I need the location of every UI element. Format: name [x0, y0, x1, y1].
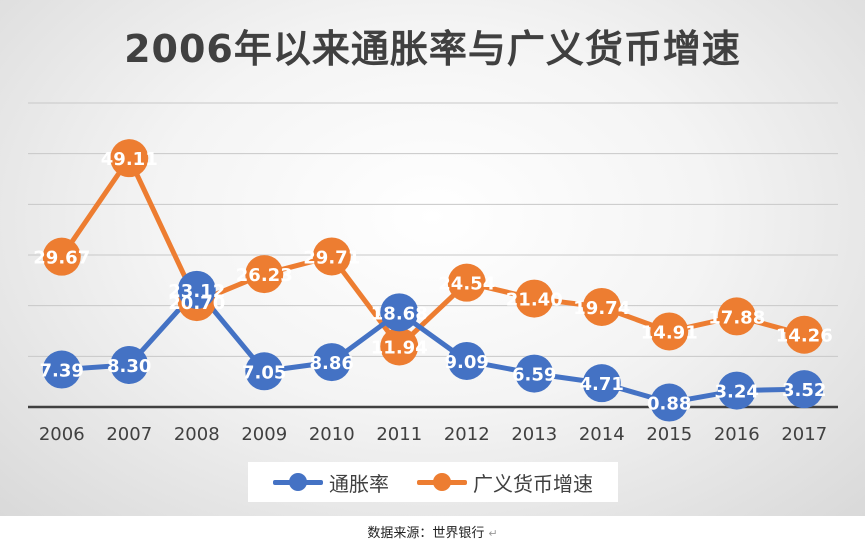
series-point-1	[785, 315, 824, 354]
series-point-0	[380, 293, 419, 332]
legend-swatch-m2	[417, 473, 467, 491]
legend-entry-inflation: 通胀率	[273, 468, 389, 497]
x-tick-label: 2014	[579, 424, 625, 445]
legend-swatch-inflation	[273, 473, 323, 491]
data-label-1: 24.54	[438, 274, 495, 295]
data-label-0: 0.88	[647, 394, 691, 415]
x-tick-label: 2006	[39, 424, 85, 445]
data-label-1: 11.94	[371, 338, 428, 359]
series-point-1	[380, 327, 419, 366]
legend-label-inflation: 通胀率	[329, 471, 389, 496]
paragraph-mark: ↵	[488, 527, 498, 540]
data-label-0: 23.12	[168, 281, 225, 302]
data-label-0: 8.30	[107, 356, 151, 377]
data-label-0: 7.05	[242, 362, 286, 383]
data-label-1: 49.11	[101, 149, 158, 170]
x-tick-label: 2007	[106, 424, 152, 445]
chart-legend: 通胀率 广义货币增速	[248, 462, 618, 502]
data-label-0: 3.52	[782, 380, 826, 401]
series-point-0	[515, 354, 554, 393]
data-label-1: 21.40	[506, 290, 563, 311]
series-point-1	[110, 139, 149, 178]
chart-area: 2006 2007 2008 2009 2010 2011 2012 2013 2014 2015…	[0, 0, 865, 516]
series-point-1	[582, 287, 621, 326]
x-tick-label: 2013	[511, 424, 557, 445]
data-label-0: 18.68	[371, 303, 428, 324]
data-label-1: 20.70	[168, 293, 225, 314]
chart-plot: 2006 2007 2008 2009 2010 2011 2012 2013 2014 2015…	[28, 102, 838, 445]
source-text: 数据来源：世界银行	[367, 526, 485, 541]
series-point-0	[650, 383, 689, 422]
data-label-0: 9.09	[445, 352, 489, 373]
series-point-1	[515, 279, 554, 318]
x-tick-label: 2008	[174, 424, 220, 445]
chart-title: 2006年以来通胀率与广义货币增速	[124, 27, 741, 71]
series-point-0	[447, 341, 486, 380]
series-point-0	[110, 345, 149, 384]
data-label-1: 26.23	[236, 265, 293, 286]
data-label-1: 19.74	[573, 298, 630, 319]
data-label-0: 8.86	[310, 353, 354, 374]
data-label-0: 4.71	[580, 374, 624, 395]
legend-label-m2: 广义货币增速	[473, 471, 593, 496]
x-tick-label: 2010	[309, 424, 355, 445]
data-label-1: 29.67	[33, 248, 90, 269]
series-point-0	[312, 343, 351, 382]
series-point-0	[785, 370, 824, 409]
data-label-0: 6.59	[512, 365, 556, 386]
source-note: 数据来源：世界银行 ↵	[0, 522, 865, 541]
series-point-1	[650, 312, 689, 351]
x-tick-label: 2009	[241, 424, 287, 445]
data-label-1: 17.88	[708, 307, 765, 328]
data-label-0: 7.39	[40, 361, 84, 382]
data-label-1: 29.71	[303, 247, 360, 268]
series-point-0	[582, 364, 621, 403]
x-tick-label: 2012	[444, 424, 490, 445]
series-point-1	[717, 297, 756, 336]
series-point-0	[717, 371, 756, 410]
data-label-0: 3.24	[715, 382, 759, 403]
x-tick-label: 2011	[376, 424, 422, 445]
data-label-1: 14.26	[776, 326, 833, 347]
series-point-1	[245, 255, 284, 294]
x-tick-label: 2017	[781, 424, 827, 445]
series-point-1	[447, 263, 486, 302]
series-point-1	[312, 237, 351, 276]
series-point-0	[245, 352, 284, 391]
x-tick-label: 2016	[714, 424, 760, 445]
series-point-1	[42, 237, 81, 276]
series-point-0	[42, 350, 81, 389]
data-label-1: 14.91	[641, 322, 698, 343]
legend-entry-m2: 广义货币增速	[417, 468, 593, 497]
series-point-0	[177, 270, 216, 309]
x-tick-label: 2015	[646, 424, 692, 445]
